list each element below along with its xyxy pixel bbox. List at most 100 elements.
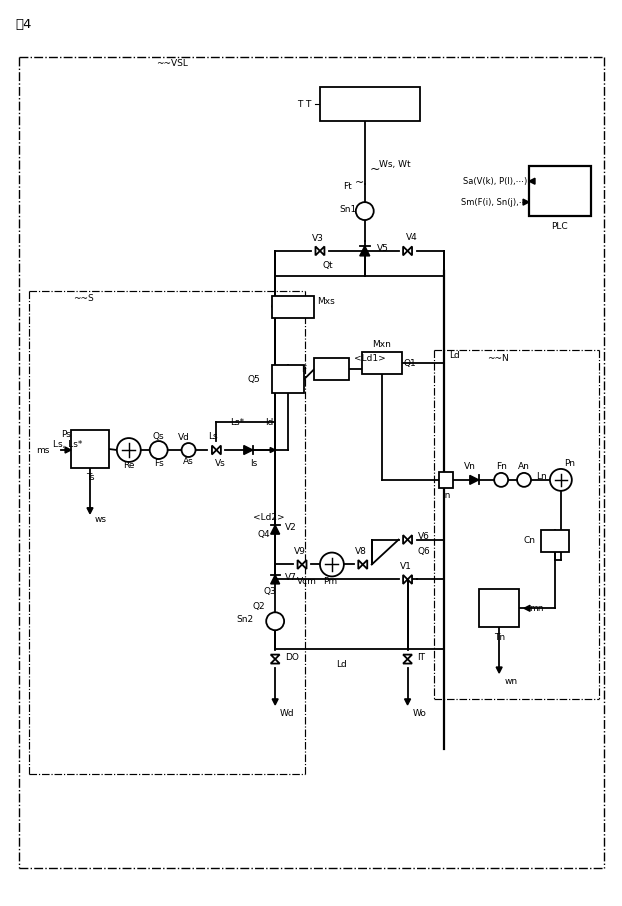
Text: Ft: Ft	[343, 182, 351, 190]
Polygon shape	[87, 507, 93, 514]
Text: Q6: Q6	[417, 547, 430, 556]
Text: Qt: Qt	[323, 261, 333, 270]
Text: V5: V5	[377, 245, 389, 254]
Text: DO: DO	[285, 652, 299, 661]
Bar	[314, 359, 349, 381]
Text: Q5: Q5	[248, 375, 260, 384]
Text: mn: mn	[529, 603, 544, 612]
Text: Ls: Ls	[208, 431, 217, 440]
Text: wn: wn	[504, 678, 518, 687]
Polygon shape	[212, 446, 216, 455]
Polygon shape	[523, 199, 529, 205]
Bar	[529, 167, 591, 216]
Text: Ls, Ls*: Ls, Ls*	[53, 439, 83, 448]
Polygon shape	[271, 655, 280, 659]
Text: Vcm: Vcm	[297, 577, 317, 586]
Bar	[541, 530, 569, 552]
Text: Sn1: Sn1	[340, 205, 357, 214]
Polygon shape	[407, 535, 412, 545]
Text: Sm(F(i), Sn(j),⋯): Sm(F(i), Sn(j),⋯)	[462, 198, 531, 207]
Text: Fn: Fn	[496, 462, 506, 471]
Text: Wd: Wd	[280, 709, 295, 718]
Text: V8: V8	[355, 547, 367, 556]
Polygon shape	[360, 246, 369, 255]
Polygon shape	[529, 178, 535, 184]
Text: Pm: Pm	[323, 577, 337, 586]
Text: As: As	[183, 458, 194, 467]
Text: Vs: Vs	[215, 459, 226, 468]
Bar	[272, 295, 314, 318]
Polygon shape	[470, 476, 479, 485]
Text: T: T	[305, 100, 310, 109]
Text: Vd: Vd	[178, 432, 190, 441]
Polygon shape	[271, 659, 280, 663]
Circle shape	[550, 469, 572, 491]
Text: Ts: Ts	[86, 474, 95, 482]
Polygon shape	[358, 560, 363, 569]
Text: Pn: Pn	[564, 459, 575, 468]
Text: Vn: Vn	[465, 462, 476, 471]
Text: In: In	[442, 491, 450, 500]
Text: ~~VSL: ~~VSL	[156, 59, 188, 68]
Polygon shape	[271, 525, 280, 535]
Polygon shape	[524, 605, 530, 612]
Text: Ln: Ln	[536, 472, 547, 481]
Polygon shape	[403, 535, 407, 545]
Circle shape	[266, 612, 284, 631]
Text: V2: V2	[285, 523, 297, 532]
Bar	[71, 430, 109, 467]
Circle shape	[150, 441, 168, 459]
Polygon shape	[244, 446, 253, 455]
Polygon shape	[403, 246, 407, 255]
Polygon shape	[272, 699, 278, 705]
Text: Q3: Q3	[263, 587, 276, 596]
Text: Re: Re	[123, 461, 134, 470]
Text: Sa(V(k), P(l),⋯): Sa(V(k), P(l),⋯)	[463, 177, 527, 186]
Text: Sn2: Sn2	[236, 615, 253, 623]
Polygon shape	[496, 667, 502, 673]
Text: An: An	[518, 462, 530, 471]
Bar	[439, 472, 453, 487]
Polygon shape	[407, 246, 412, 255]
Circle shape	[182, 443, 195, 457]
Text: Qs: Qs	[153, 431, 164, 440]
Text: ~~S: ~~S	[73, 294, 94, 304]
Polygon shape	[363, 560, 367, 569]
Text: ~: ~	[355, 178, 364, 188]
Bar	[320, 87, 419, 121]
Text: <Ld1>: <Ld1>	[354, 354, 386, 363]
Text: V6: V6	[417, 532, 429, 541]
Polygon shape	[403, 655, 412, 659]
Text: Fs: Fs	[154, 459, 164, 468]
Bar	[272, 365, 304, 393]
Text: F: F	[301, 365, 306, 374]
Circle shape	[494, 473, 508, 487]
Bar	[362, 352, 402, 374]
Text: V9: V9	[294, 547, 306, 556]
Polygon shape	[65, 447, 71, 453]
Text: ws: ws	[95, 516, 107, 525]
Polygon shape	[315, 246, 320, 255]
Polygon shape	[407, 575, 412, 583]
Text: Tn: Tn	[494, 632, 504, 641]
Text: Q2: Q2	[253, 602, 265, 611]
Text: V7: V7	[285, 573, 297, 582]
Text: Ws, Wt: Ws, Wt	[379, 159, 411, 169]
Polygon shape	[216, 446, 221, 455]
Text: V4: V4	[406, 234, 417, 243]
Text: <Ld2>: <Ld2>	[253, 513, 285, 522]
Polygon shape	[297, 560, 302, 569]
Polygon shape	[270, 448, 275, 452]
Text: PLC: PLC	[552, 222, 568, 230]
Text: Cn: Cn	[524, 536, 536, 545]
Polygon shape	[302, 560, 307, 569]
Polygon shape	[404, 699, 411, 705]
Bar	[479, 590, 519, 627]
Polygon shape	[403, 575, 407, 583]
Text: ~: ~	[369, 163, 380, 176]
Text: Is: Is	[249, 459, 257, 468]
Text: 図4: 図4	[16, 18, 32, 31]
Circle shape	[117, 439, 141, 462]
Text: IT: IT	[417, 652, 425, 661]
Polygon shape	[271, 575, 280, 583]
